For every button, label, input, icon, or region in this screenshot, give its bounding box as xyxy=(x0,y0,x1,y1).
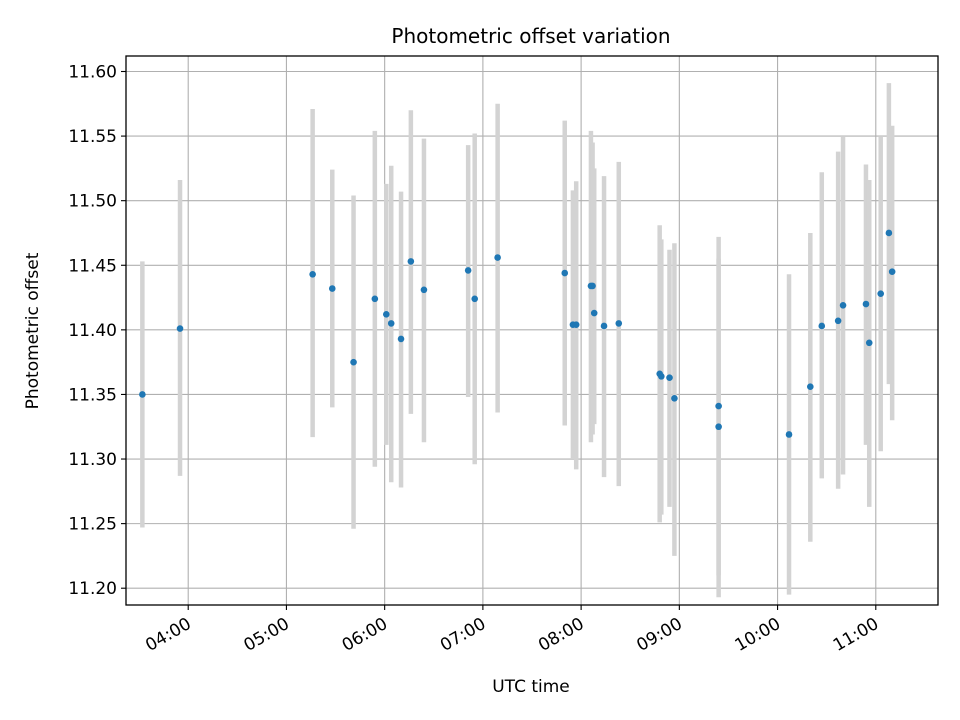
data-point xyxy=(818,322,826,330)
y-tick-label: 11.60 xyxy=(68,63,117,83)
data-point xyxy=(615,320,623,327)
data-point xyxy=(420,286,428,294)
data-point xyxy=(839,302,847,309)
x-tick-label: 07:00 xyxy=(437,614,489,656)
data-point xyxy=(139,391,146,398)
y-tick-label: 11.20 xyxy=(68,579,117,599)
y-tick-label: 11.25 xyxy=(68,515,117,535)
data-point xyxy=(715,423,722,431)
data-point xyxy=(834,317,842,325)
data-point xyxy=(328,285,336,292)
data-point xyxy=(885,229,893,237)
data-point xyxy=(371,295,379,303)
data-points xyxy=(139,229,896,438)
y-tick-label: 11.30 xyxy=(68,450,117,470)
data-point xyxy=(494,254,501,261)
x-tick-label: 04:00 xyxy=(142,614,194,656)
y-axis-ticks: 11.20 11.25 11.30 11.35 11.40 11.45 11.50 11.55… xyxy=(68,63,126,599)
grid xyxy=(126,56,938,605)
data-point xyxy=(877,290,885,297)
x-tick-label: 10:00 xyxy=(732,614,784,656)
data-point xyxy=(785,431,793,438)
data-point xyxy=(888,268,896,276)
y-tick-label: 11.50 xyxy=(68,192,117,212)
y-tick-label: 11.35 xyxy=(68,385,117,405)
y-tick-label: 11.55 xyxy=(68,127,117,147)
data-point xyxy=(590,309,598,317)
y-tick-label: 11.45 xyxy=(68,256,117,276)
data-point xyxy=(862,300,870,308)
x-tick-label: 09:00 xyxy=(633,614,685,656)
x-tick-label: 11:00 xyxy=(830,614,882,656)
data-point xyxy=(561,269,569,277)
data-point xyxy=(572,321,580,328)
y-axis-label: Photometric offset xyxy=(23,252,43,409)
x-axis-label: UTC time xyxy=(492,677,570,697)
data-point xyxy=(464,267,472,274)
x-tick-label: 05:00 xyxy=(241,614,293,656)
data-point xyxy=(350,358,357,366)
data-point xyxy=(658,373,665,380)
x-tick-label: 08:00 xyxy=(535,614,587,656)
data-point xyxy=(671,395,678,402)
chart-title: Photometric offset variation xyxy=(391,24,670,48)
data-point xyxy=(309,271,316,278)
data-point xyxy=(382,311,390,318)
error-bars xyxy=(140,83,895,598)
data-point xyxy=(715,402,722,410)
data-point xyxy=(666,374,673,381)
plot-area-frame xyxy=(125,55,939,606)
data-point xyxy=(397,335,405,343)
data-point xyxy=(865,339,873,347)
data-point xyxy=(600,322,608,330)
data-point xyxy=(387,320,395,327)
data-point xyxy=(807,383,814,390)
data-point xyxy=(589,282,596,290)
data-point xyxy=(407,258,415,265)
y-tick-label: 11.40 xyxy=(68,321,117,341)
x-axis-ticks: 04:00 05:00 06:00 07:00 08:00 09:00 10:00 11:00 xyxy=(142,605,882,656)
data-point xyxy=(176,325,184,332)
x-tick-label: 06:00 xyxy=(339,614,391,656)
data-point xyxy=(471,295,479,303)
